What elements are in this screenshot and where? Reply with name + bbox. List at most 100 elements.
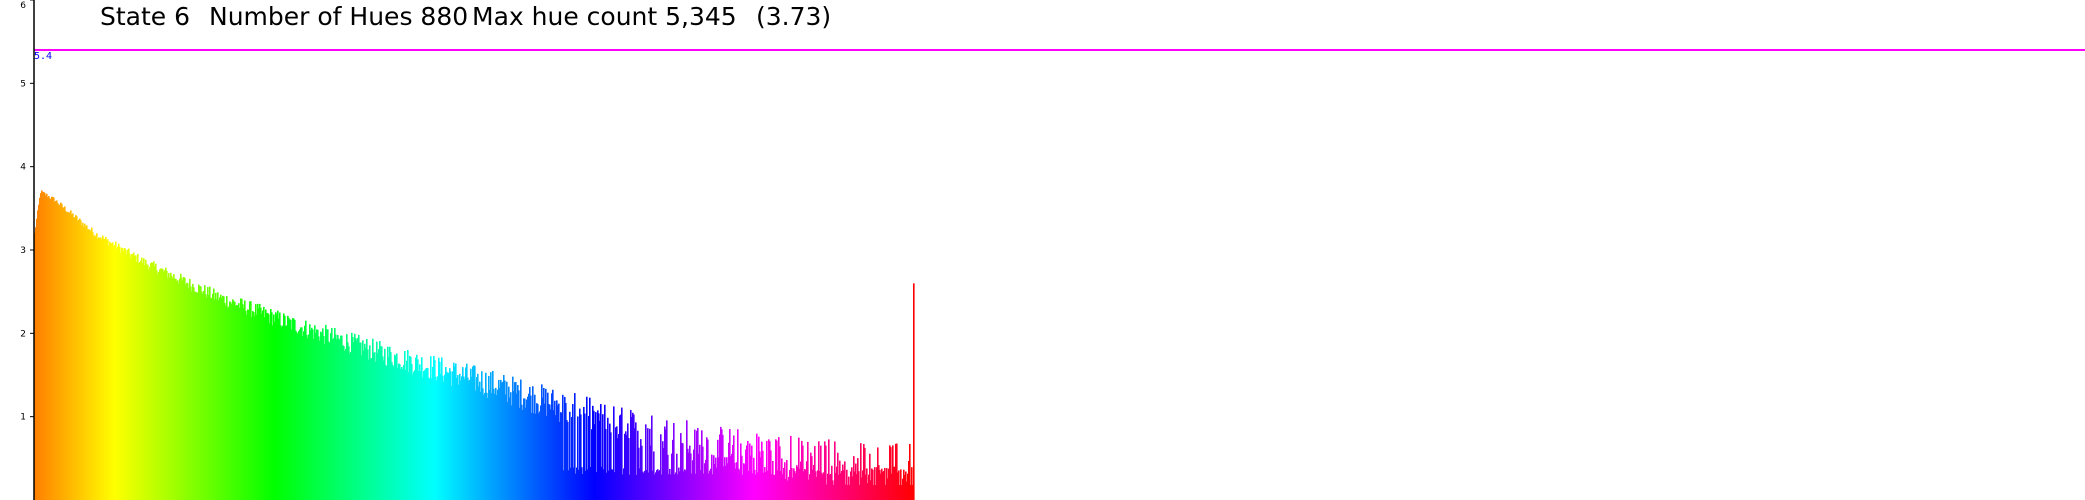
hue-bar [222, 295, 224, 500]
hue-bar [189, 278, 191, 500]
hue-bar [113, 246, 115, 500]
hue-bar [252, 311, 254, 500]
hue-bar [743, 463, 745, 500]
hue-bar [180, 273, 182, 500]
hue-bar [469, 379, 471, 500]
hue-bar [779, 446, 781, 500]
hue-bar [498, 380, 500, 500]
hue-bar [904, 474, 906, 500]
hue-bar [199, 285, 201, 500]
hue-bar [629, 474, 631, 500]
hue-bar [448, 372, 450, 500]
hue-bar [770, 450, 772, 500]
hue-bar [514, 382, 516, 500]
hue-bar [711, 454, 713, 500]
hue-bar [51, 196, 53, 500]
hue-bar [410, 356, 412, 500]
hue-bar [521, 404, 523, 500]
hue-bar [46, 193, 48, 500]
hue-bar [776, 440, 778, 500]
hue-bar [433, 356, 435, 500]
hue-bar [395, 355, 397, 500]
hue-bar [829, 474, 831, 500]
hue-bar [328, 341, 330, 500]
hue-bar [861, 477, 863, 500]
hue-bar [606, 472, 608, 500]
hue-bar [104, 238, 106, 500]
hue-bar [913, 283, 915, 500]
hue-bar [53, 197, 55, 500]
hue-bar [185, 284, 187, 500]
hue-bar [539, 411, 541, 500]
hue-bar [197, 292, 199, 500]
hue-bar [127, 249, 129, 500]
hue-bar [899, 485, 901, 500]
hue-bar [748, 470, 750, 500]
hue-bar [613, 406, 615, 500]
hue-bar [170, 272, 172, 500]
hue-bar [402, 369, 404, 500]
hue-bar [535, 413, 537, 500]
hue-bar [594, 424, 596, 500]
chart-title-hues: Number of Hues 880 [209, 2, 468, 31]
hue-bar [546, 415, 548, 500]
hue-bar [214, 299, 216, 500]
hue-bar [396, 353, 398, 500]
hue-bar [652, 470, 654, 500]
hue-bar [548, 404, 550, 500]
hue-bar [562, 394, 564, 500]
hue-bar [461, 376, 463, 500]
hue-bar [81, 225, 83, 500]
hue-bar [122, 248, 124, 500]
hue-bar [753, 457, 755, 500]
hue-bar [420, 371, 422, 500]
hue-bar [807, 441, 809, 500]
hue-bar [508, 386, 510, 500]
hue-bar [810, 452, 812, 500]
hue-bar [450, 371, 452, 500]
hue-bar [804, 468, 806, 500]
hue-bar [784, 462, 786, 500]
hue-bar [313, 338, 315, 500]
hue-bar [89, 229, 91, 500]
hue-bar [553, 410, 555, 500]
hue-bar [579, 408, 581, 500]
hue-bar [766, 440, 768, 500]
hue-bar [883, 470, 885, 500]
hue-bar [151, 262, 153, 500]
hue-bar [834, 441, 836, 500]
hue-bar [901, 485, 903, 500]
hue-bar [722, 434, 724, 500]
hue-bar [639, 468, 641, 500]
hue-bar [254, 315, 256, 500]
hue-bar [821, 472, 823, 500]
hue-bar [147, 264, 149, 500]
hue-bar [703, 473, 705, 500]
hue-bar [502, 381, 504, 500]
hue-bar [716, 467, 718, 500]
hue-bar [378, 349, 380, 500]
hue-bar [733, 435, 735, 500]
hue-bar [676, 453, 678, 500]
hue-bar [272, 325, 274, 500]
hue-bar [182, 280, 184, 500]
hue-bar [389, 346, 391, 500]
hue-bar [670, 474, 672, 500]
hue-bar [571, 416, 573, 500]
hue-bar [374, 352, 376, 500]
hue-bar [384, 348, 386, 500]
hue-bar [394, 354, 396, 500]
hue-bar [106, 239, 108, 500]
hue-bar [637, 430, 639, 500]
hue-bar [662, 441, 664, 500]
hue-bar [37, 210, 39, 500]
hue-bar [809, 474, 811, 500]
hue-bar [34, 232, 36, 500]
hue-bar [121, 247, 123, 500]
hue-bar [681, 442, 683, 500]
hue-bar [818, 441, 820, 500]
hue-bar [342, 345, 344, 500]
hue-bar [572, 404, 574, 500]
hue-bar [781, 458, 783, 500]
